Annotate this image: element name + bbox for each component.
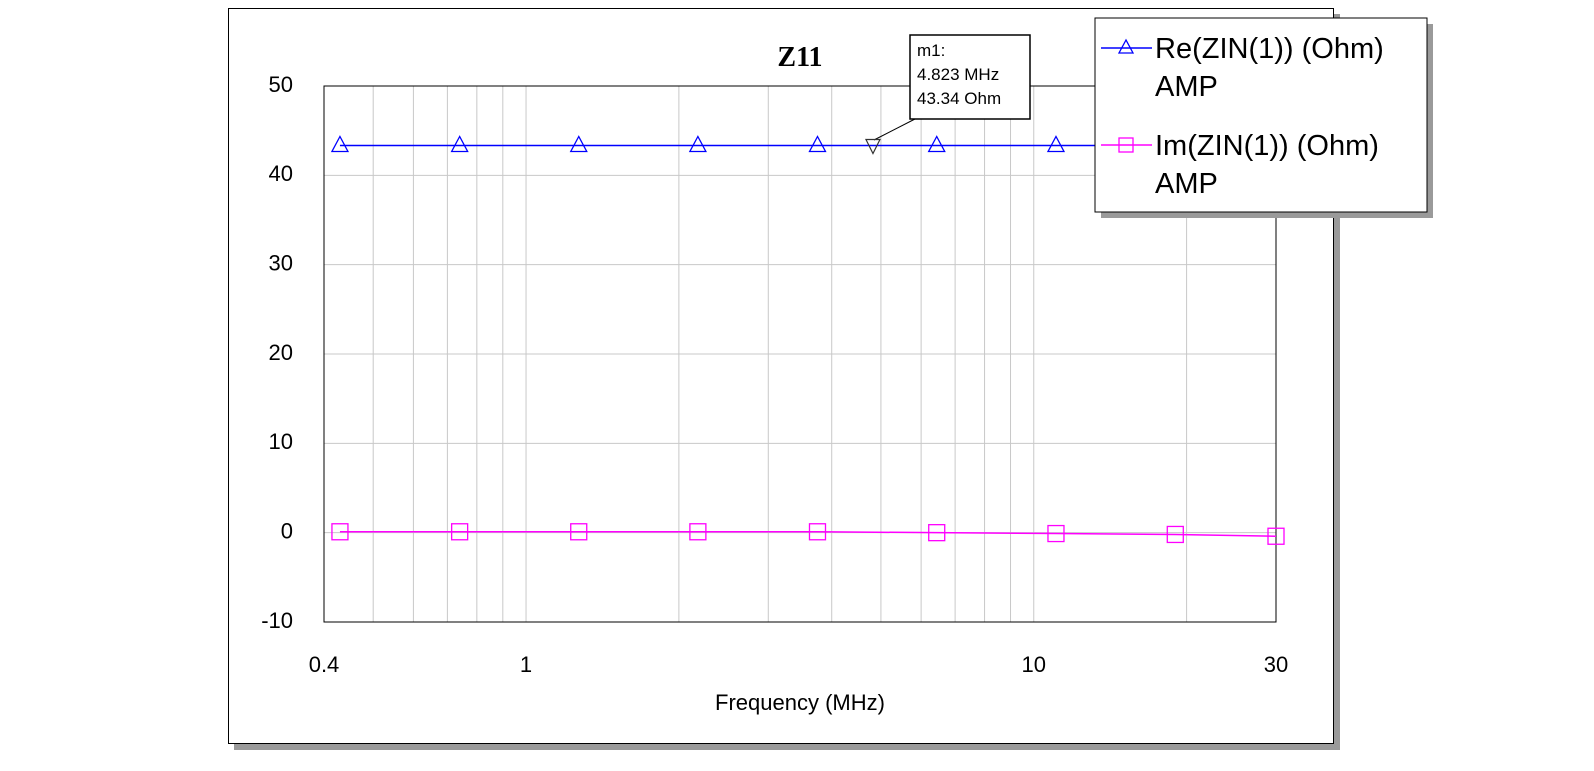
series-point-triangle [927,135,946,153]
series-point-triangle [450,135,469,153]
x-tick-label: 30 [1264,652,1288,677]
series-point-square [331,523,349,541]
legend-series-subtitle: AMP [1155,168,1218,200]
plot-border [323,85,1277,623]
series-point-triangle [808,135,827,153]
y-tick-label: 0 [281,518,293,543]
legend-series-subtitle: AMP [1155,71,1218,103]
series-point-triangle [330,135,350,153]
legend-series-name: Re(ZIN(1)) (Ohm) [1155,33,1384,65]
series-point-square [1166,525,1184,544]
legend-square-icon [1118,137,1134,153]
marker-down-triangle [865,138,881,155]
legend-box [1094,17,1428,213]
x-tick-labels: 0.4 1 10 30 [309,652,1289,677]
series-point-square [570,523,588,541]
series-line-1 [339,531,1277,537]
marker-x-readout: 4.823 MHz [917,65,999,84]
grid-layer [324,86,1276,622]
x-tick-label: 0.4 [309,652,340,677]
x-tick-label: 1 [520,652,532,677]
y-tick-label: 10 [269,429,293,454]
series-point-triangle [1046,135,1066,153]
series-point-square [928,524,946,542]
y-tick-label: 30 [269,250,293,275]
series-point-triangle [569,135,588,153]
marker-leader-line [873,118,916,141]
x-tick-label: 10 [1022,652,1046,677]
y-tick-labels: 50 40 30 20 10 0 -10 [261,72,293,633]
x-axis-title: Frequency (MHz) [715,690,885,715]
y-tick-label: 50 [269,72,293,97]
series-point-square [1267,527,1285,545]
marker-readout-box [909,34,1031,120]
marker-m1[interactable]: m1: 4.823 MHz 43.34 Ohm [865,34,1031,155]
y-tick-label: -10 [261,608,293,633]
series-point-square [689,523,707,541]
marker-y-readout: 43.34 Ohm [917,89,1001,108]
y-tick-label: 40 [269,161,293,186]
legend-series-name: Im(ZIN(1)) (Ohm) [1155,130,1379,162]
series-point-triangle [688,135,707,153]
legend-triangle-icon [1117,38,1135,54]
series-1 [331,523,1285,545]
y-tick-label: 20 [269,340,293,365]
chart-title: Z11 [777,42,822,73]
legend: Re(ZIN(1)) (Ohm) AMP Im(ZIN(1)) (Ohm) AMP [1094,17,1433,218]
marker-name: m1: [917,41,945,60]
series-point-square [450,523,469,541]
series-point-square [1047,524,1065,543]
series-point-square [808,523,827,541]
